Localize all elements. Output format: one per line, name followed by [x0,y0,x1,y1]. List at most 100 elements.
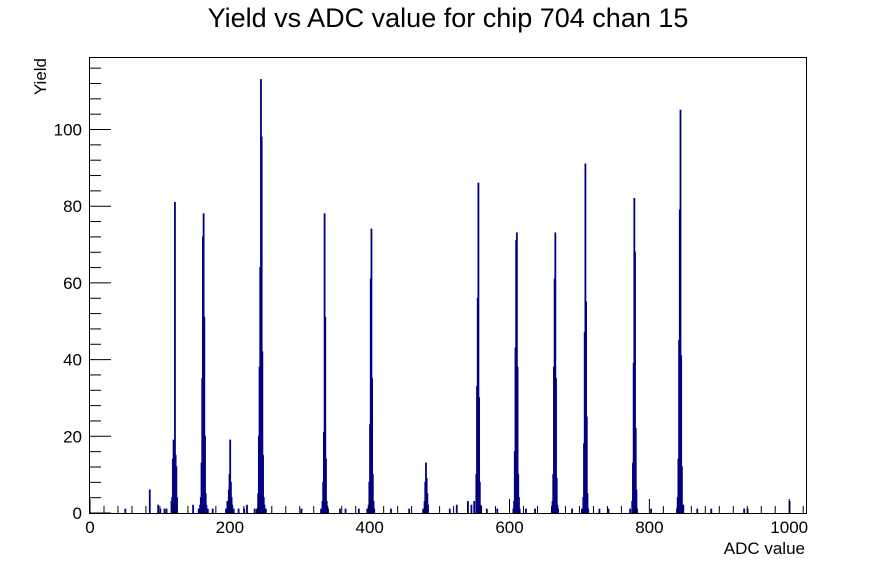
plot-frame [89,57,807,514]
histogram-bin [555,477,558,513]
x-tick-label: 800 [635,518,663,537]
x-axis-label: ADC value [724,539,805,558]
y-tick-label: 0 [73,504,82,523]
histogram-bin [743,508,746,513]
histogram-bin [427,504,429,513]
histogram-bin [557,508,560,513]
histogram-bin [211,508,214,513]
histogram-bin [496,508,499,513]
histogram-bin [357,508,360,513]
x-axis-ticks: 0 200 400 600 800 1000 [85,499,808,537]
histogram-bin [320,508,322,513]
histogram-bin [518,508,521,513]
histogram-bin [517,474,520,513]
histogram-bin [555,378,557,513]
histogram-bin [344,508,347,513]
x-tick-label: 200 [216,518,244,537]
histogram-bin [598,508,601,513]
histogram-bin [148,489,151,513]
histogram-bin [203,316,206,513]
histogram-bin [585,416,588,513]
histogram-bin [262,454,264,513]
histogram-bin [390,508,392,513]
histogram-bin [206,508,209,513]
histogram-bin [225,508,227,513]
histogram-bin [607,508,610,513]
histogram-bin [339,508,341,513]
histogram-bin [426,493,429,513]
histogram-bin [710,508,713,513]
histogram-bin [635,489,638,513]
histogram-bin [587,508,590,513]
histogram-bin [255,508,258,513]
histogram-bin [163,508,166,513]
y-tick-label: 40 [63,351,82,370]
histogram-bin [204,435,206,513]
histogram-bin [680,466,683,513]
histogram-bin [696,508,699,513]
histogram-bin [300,508,303,513]
histogram-bin [197,508,200,513]
histogram-bin [366,508,369,513]
histogram-bin [585,301,587,513]
histogram-bin [455,504,458,513]
histogram-bin [470,504,473,513]
histogram-bin [422,508,425,513]
histogram-bin [478,397,481,513]
histogram-bin [205,504,208,513]
histogram-bin [324,316,327,513]
histogram-bin [174,201,176,513]
histogram-bin [473,500,476,513]
histogram-bin [636,508,639,513]
histogram-bin [372,500,375,513]
histogram-bin [629,508,632,513]
histogram-bin [525,508,527,513]
histogram-bin [650,508,653,513]
histogram-bin [478,481,481,513]
histogram-bin [485,508,488,513]
histogram-bin [264,508,267,513]
histogram-bin [232,508,235,513]
histogram-bin [554,232,557,513]
histogram-bin [231,504,234,513]
histogram-bin [229,439,232,513]
histogram-bin [679,109,682,513]
y-tick-label: 60 [63,274,82,293]
histogram-bin [581,508,583,513]
histogram-bin [253,508,256,513]
histogram-bin [534,508,536,513]
histogram-bin [325,458,327,513]
y-axis-label: Yield [31,58,50,95]
histogram-bin [157,504,160,513]
x-tick-label: 1000 [770,518,808,537]
y-tick-label: 100 [54,121,82,140]
y-axis-ticks: 0 20 40 60 80 100 [54,67,111,523]
histogram-bin [192,504,195,513]
histogram-bin [370,228,373,513]
histogram-bin [448,508,451,513]
histogram-bin [204,493,207,513]
histogram-bin [586,493,589,513]
histogram-bin [479,504,482,513]
histogram-bin [373,508,376,513]
histogram-bin [263,504,266,513]
histogram-bin [176,497,178,513]
histogram-bin [246,504,248,513]
histogram-bin [261,351,264,513]
x-tick-label: 400 [356,518,384,537]
histogram-bars [124,79,791,513]
y-tick-label: 20 [63,427,82,446]
histogram-bin [124,508,127,513]
histogram-bin [371,474,374,513]
histogram-bin [237,508,240,513]
histogram-bin [680,355,683,513]
histogram-bin [682,504,685,513]
histogram-bin [325,500,328,513]
histogram-bin [260,136,263,513]
histogram-bin [371,378,374,513]
x-tick-label: 600 [495,518,523,537]
histogram-bin [408,508,411,513]
histogram-bin [518,497,520,513]
histogram-bin [175,466,178,513]
